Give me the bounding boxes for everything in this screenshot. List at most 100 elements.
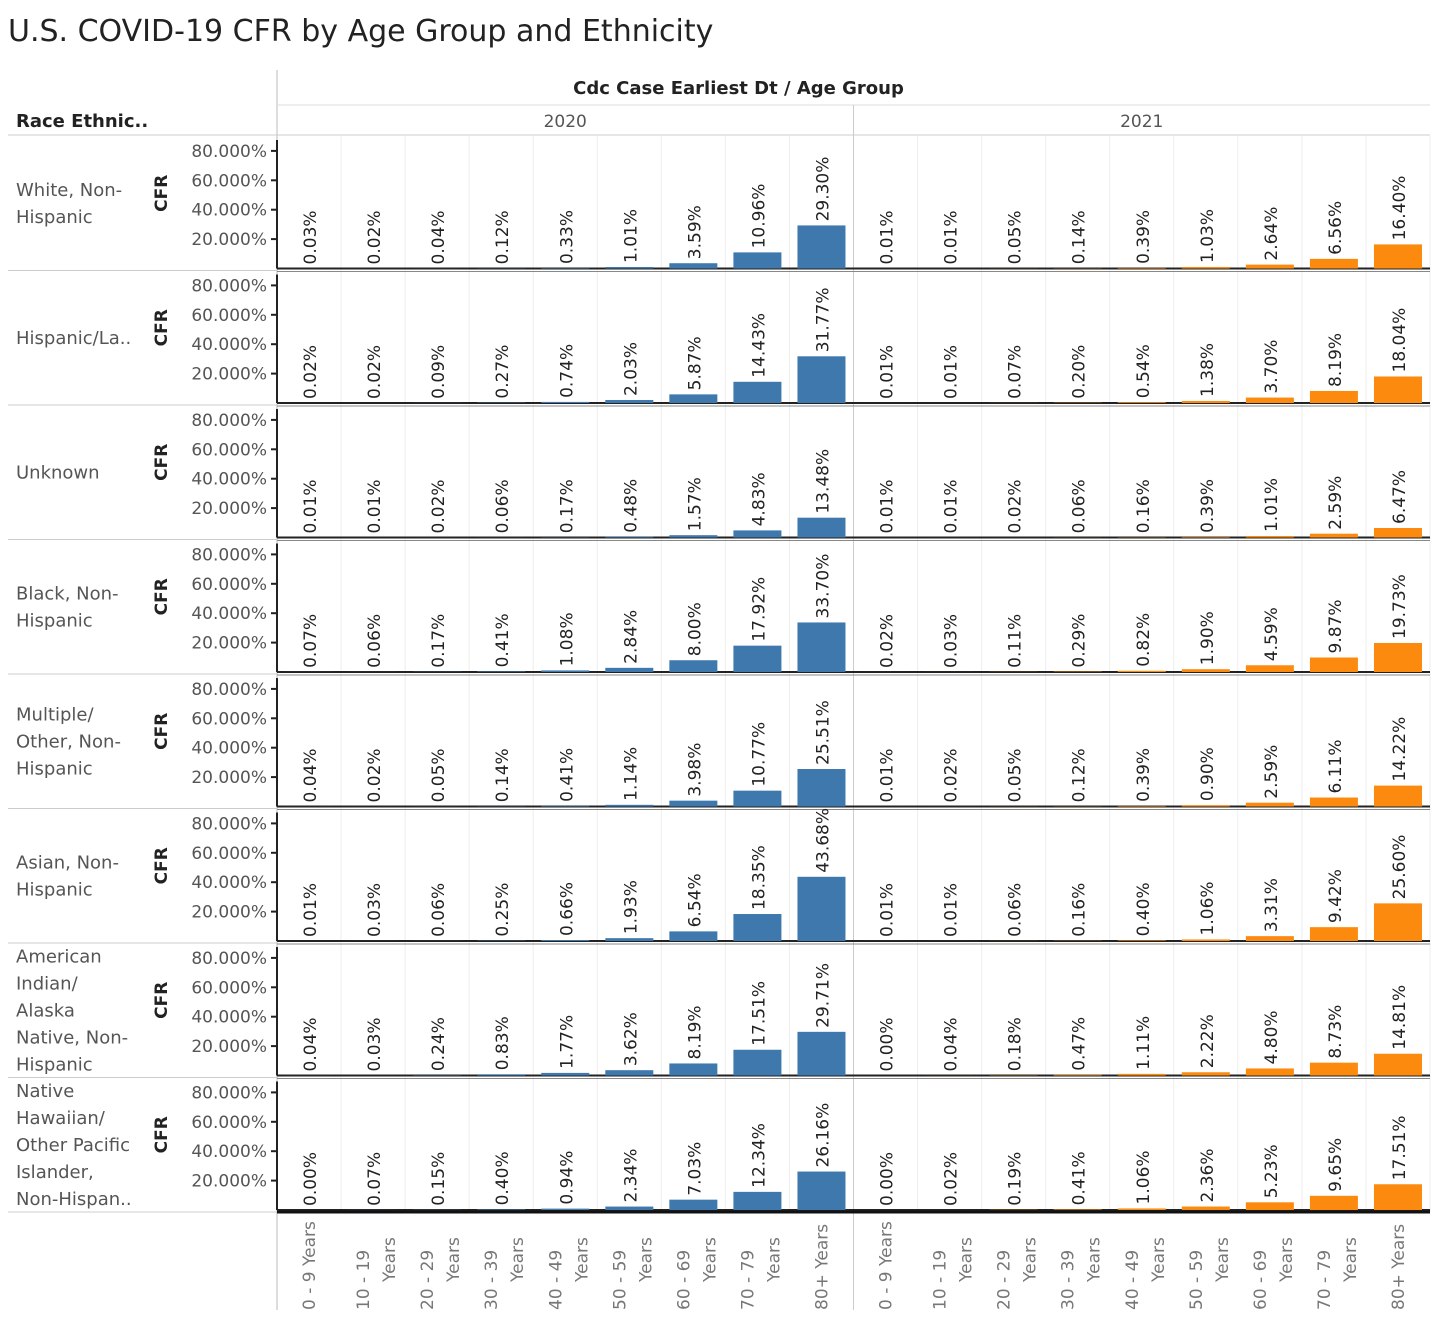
bar-2021-7 — [1309, 1195, 1358, 1210]
y-tick-label: 20.000% — [191, 230, 267, 250]
y-axis-title: CFR — [152, 309, 172, 346]
data-label-2020-4: 1.08% — [557, 612, 577, 666]
data-label-2020-5: 3.62% — [621, 1012, 641, 1066]
x-tick-label-line2: Years — [700, 1237, 720, 1283]
bar-2020-5 — [605, 938, 654, 941]
x-tick-label-group: 10 - 19 Years — [931, 1237, 977, 1310]
data-label-2021-5: 2.36% — [1198, 1149, 1218, 1203]
x-tick-label-group: 50 - 59 Years — [1187, 1237, 1233, 1310]
data-label-2021-5: 1.38% — [1198, 343, 1218, 397]
bar-2021-4 — [1117, 1208, 1166, 1210]
row-label-6: American — [16, 946, 102, 967]
data-label-2020-3: 0.14% — [493, 748, 513, 802]
row-label-4: Multiple/ — [16, 704, 94, 725]
data-label-2021-2: 0.05% — [1006, 210, 1026, 264]
bar-2020-6 — [669, 394, 718, 403]
bar-2021-6 — [1245, 1068, 1294, 1076]
row-label-7: Non-Hispan.. — [16, 1189, 132, 1210]
data-label-2021-7: 2.59% — [1326, 476, 1346, 530]
bar-2020-5 — [605, 667, 654, 672]
bar-2020-7 — [733, 1191, 782, 1210]
data-label-2020-0: 0.04% — [301, 748, 321, 802]
y-tick-label: 20.000% — [191, 365, 267, 385]
bar-2021-4 — [1117, 670, 1166, 672]
data-label-2020-8: 25.51% — [813, 700, 833, 765]
bar-2021-4 — [1117, 940, 1166, 941]
row-label-4: Other, Non- — [16, 731, 121, 752]
data-label-2020-5: 2.03% — [621, 342, 641, 396]
data-label-2020-6: 3.98% — [685, 743, 705, 797]
x-tick-label-line2: Years — [1085, 1237, 1105, 1283]
data-label-2020-2: 0.17% — [429, 614, 449, 668]
bar-2021-5 — [1181, 400, 1230, 403]
bar-2020-5 — [605, 804, 654, 807]
bar-2020-8 — [797, 1031, 846, 1076]
y-tick-label: 40.000% — [191, 873, 267, 893]
x-tick-label-2021-3: 30 - 39 Years — [1059, 1237, 1105, 1310]
x-tick-label-line1: 40 - 49 — [546, 1250, 566, 1310]
data-label-2020-1: 0.07% — [365, 1152, 385, 1206]
y-axis-title: CFR — [152, 847, 172, 884]
data-label-2021-3: 0.20% — [1070, 345, 1090, 399]
data-label-2021-4: 0.39% — [1134, 210, 1154, 264]
x-tick-label-group: 80+ Years — [1389, 1224, 1409, 1310]
year-header-2021: 2021 — [1120, 112, 1163, 132]
data-label-2021-6: 3.70% — [1262, 340, 1282, 394]
x-tick-label-line1: 10 - 19 — [354, 1250, 374, 1310]
y-tick-label: 40.000% — [191, 335, 267, 355]
bar-2021-6 — [1245, 1202, 1294, 1210]
x-tick-label-group: 20 - 29 Years — [995, 1237, 1041, 1310]
data-label-2021-3: 0.29% — [1070, 614, 1090, 668]
data-label-2020-1: 0.02% — [365, 345, 385, 399]
data-label-2021-0: 0.01% — [878, 748, 898, 802]
bar-2021-7 — [1309, 657, 1358, 672]
data-label-2021-4: 1.11% — [1134, 1016, 1154, 1070]
y-tick-label: 80.000% — [191, 680, 267, 700]
data-label-2021-5: 1.90% — [1198, 611, 1218, 665]
x-tick-label-line1: 40 - 49 — [1123, 1250, 1143, 1310]
data-label-2021-2: 0.11% — [1006, 614, 1026, 668]
data-label-2020-3: 0.12% — [493, 210, 513, 264]
x-tick-label-2021-6: 60 - 69 Years — [1251, 1237, 1297, 1310]
data-label-2020-0: 0.01% — [301, 479, 321, 533]
x-tick-label-line2: Years — [957, 1237, 977, 1283]
data-label-2021-8: 16.40% — [1390, 176, 1410, 241]
bar-2021-5 — [1181, 536, 1230, 538]
row-label-6: Native, Non- — [16, 1027, 128, 1048]
x-tick-label-line1: 20 - 29 — [995, 1250, 1015, 1310]
data-label-2021-6: 3.31% — [1262, 878, 1282, 932]
data-label-2021-3: 0.12% — [1070, 748, 1090, 802]
data-label-2020-5: 0.48% — [621, 479, 641, 533]
bar-2021-5 — [1181, 266, 1230, 269]
x-tick-label-group: 30 - 39 Years — [1059, 1237, 1105, 1310]
row-label-6: Indian/ — [16, 973, 79, 994]
data-label-2021-2: 0.19% — [1006, 1152, 1026, 1206]
data-label-2021-5: 0.39% — [1198, 479, 1218, 533]
y-tick-label: 40.000% — [191, 1008, 267, 1028]
x-tick-label-group: 80+ Years — [812, 1224, 832, 1310]
data-label-2020-6: 5.87% — [685, 336, 705, 390]
row-label-5: Hispanic — [16, 879, 93, 900]
data-label-2020-1: 0.02% — [365, 748, 385, 802]
data-label-2020-7: 10.96% — [749, 184, 769, 249]
bar-2020-4 — [541, 670, 590, 672]
x-tick-label-line2: Years — [380, 1237, 400, 1283]
data-label-2021-0: 0.01% — [878, 210, 898, 264]
data-label-2021-1: 0.04% — [942, 1017, 962, 1071]
data-label-2021-6: 1.01% — [1262, 478, 1282, 532]
data-label-2021-3: 0.14% — [1070, 210, 1090, 264]
data-label-2020-5: 2.84% — [621, 610, 641, 664]
row-label-7: Islander, — [16, 1162, 94, 1183]
data-label-2020-6: 8.19% — [685, 1005, 705, 1059]
y-tick-label: 80.000% — [191, 411, 267, 431]
bar-2021-3 — [1053, 1209, 1102, 1210]
y-axis-title: CFR — [152, 982, 172, 1019]
data-label-2020-8: 26.16% — [813, 1103, 833, 1168]
x-tick-label-2021-8: 80+ Years — [1389, 1224, 1409, 1310]
data-label-2021-6: 2.64% — [1262, 207, 1282, 261]
bar-2020-7 — [733, 530, 782, 538]
data-label-2020-5: 1.01% — [621, 209, 641, 263]
bar-2020-6 — [669, 660, 718, 672]
x-tick-label-line1: 50 - 59 — [1187, 1250, 1207, 1310]
x-tick-label-group: 70 - 79 Years — [738, 1237, 784, 1310]
